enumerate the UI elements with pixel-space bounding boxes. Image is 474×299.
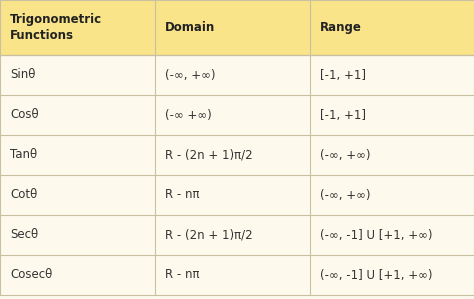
Text: Cosθ: Cosθ <box>10 109 38 121</box>
Text: Domain: Domain <box>165 21 215 34</box>
Bar <box>0 215 474 255</box>
Text: (-∞, -1] U [+1, +∞): (-∞, -1] U [+1, +∞) <box>320 228 432 242</box>
Bar <box>0 95 474 135</box>
Text: Trigonometric
Functions: Trigonometric Functions <box>10 13 102 42</box>
Text: Sinθ: Sinθ <box>10 68 36 82</box>
Text: Range: Range <box>320 21 362 34</box>
Bar <box>0 135 474 175</box>
Text: [-1, +1]: [-1, +1] <box>320 68 366 82</box>
Text: (-∞, -1] U [+1, +∞): (-∞, -1] U [+1, +∞) <box>320 269 432 281</box>
Bar <box>0 0 474 55</box>
Bar <box>0 175 474 215</box>
Text: Cotθ: Cotθ <box>10 188 37 202</box>
Bar <box>0 255 474 295</box>
Text: (-∞, +∞): (-∞, +∞) <box>165 68 216 82</box>
Text: R - nπ: R - nπ <box>165 269 200 281</box>
Text: (-∞, +∞): (-∞, +∞) <box>320 188 371 202</box>
Text: (-∞ +∞): (-∞ +∞) <box>165 109 212 121</box>
Text: [-1, +1]: [-1, +1] <box>320 109 366 121</box>
Bar <box>0 55 474 95</box>
Text: Cosecθ: Cosecθ <box>10 269 52 281</box>
Text: R - (2n + 1)π/2: R - (2n + 1)π/2 <box>165 149 253 161</box>
Text: Secθ: Secθ <box>10 228 38 242</box>
Text: Tanθ: Tanθ <box>10 149 37 161</box>
Text: R - (2n + 1)π/2: R - (2n + 1)π/2 <box>165 228 253 242</box>
Text: (-∞, +∞): (-∞, +∞) <box>320 149 371 161</box>
Text: R - nπ: R - nπ <box>165 188 200 202</box>
